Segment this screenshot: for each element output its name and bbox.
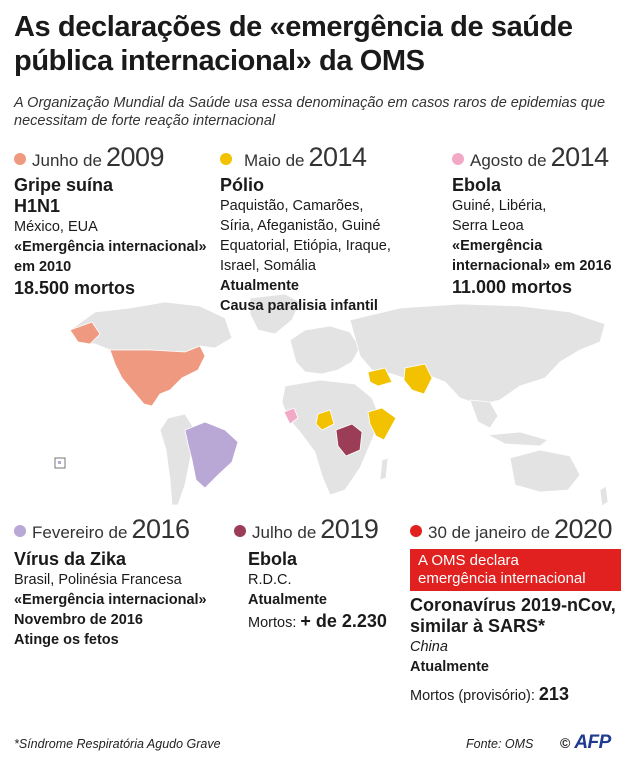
map-indonesia — [486, 431, 549, 447]
footnote: *Síndrome Respiratória Agudo Grave — [14, 737, 221, 751]
event-polio-status: Atualmente — [220, 278, 299, 294]
event-zika-date: Fevereiro de 2016 — [14, 514, 239, 545]
event-ebola2019-status: Atualmente — [248, 592, 327, 608]
event-zika: Fevereiro de 2016 Vírus da Zika Brasil, … — [14, 514, 239, 650]
map-europe — [289, 325, 361, 375]
event-ebola-2019: Julho de 2019 Ebola R.D.C. Atualmente Mo… — [234, 514, 406, 633]
afp-logo: © AFP — [560, 732, 611, 754]
event-h1n1-disease: Gripe suína — [14, 175, 114, 195]
event-ebola2019-disease: Ebola — [248, 549, 298, 569]
event-zika-month: Fevereiro de — [32, 523, 128, 542]
event-ebola-2014: Agosto de 2014 Ebola Guiné, Libéria, Ser… — [452, 142, 637, 299]
event-covid-banner-1: A OMS declara — [418, 552, 519, 569]
event-covid-banner-2: emergência internacional — [418, 570, 586, 587]
map-new-zealand — [599, 485, 609, 507]
event-covid-month: 30 de janeiro de — [428, 523, 550, 542]
event-h1n1-date: Junho de 2009 — [14, 142, 224, 173]
event-h1n1-month: Junho de — [32, 151, 102, 170]
event-covid-deaths-label: Mortos (provisório): — [410, 688, 535, 704]
event-covid-banner: A OMS declara emergência internacional — [410, 549, 621, 591]
event-h1n1-countries: México, EUA — [14, 219, 98, 235]
map-africa — [281, 379, 381, 496]
event-zika-countries: Brasil, Polinésia Francesa — [14, 572, 182, 588]
event-polio-note: Causa paralisia infantil — [220, 298, 378, 314]
event-covid-deaths: 213 — [538, 684, 569, 704]
event-polio-month: Maio de — [244, 151, 305, 170]
event-zika-disease: Vírus da Zika — [14, 549, 127, 569]
event-ebola2014-date: Agosto de 2014 — [452, 142, 637, 173]
zika-color-dot — [14, 525, 26, 537]
event-h1n1-disease2: H1N1 — [14, 196, 61, 216]
map-alaska — [69, 321, 101, 345]
map-french-polynesia-box — [54, 457, 66, 469]
event-ebola2019-date: Julho de 2019 — [234, 514, 406, 545]
map-west-africa-ebola — [283, 407, 299, 425]
ebola2019-color-dot — [234, 525, 246, 537]
map-usa-mexico — [109, 345, 206, 407]
polio-color-dot — [220, 153, 232, 165]
map-south-america — [159, 413, 196, 506]
map-se-asia — [469, 399, 499, 429]
event-zika-end: Novembro de 2016 — [14, 612, 143, 628]
event-zika-emergency: «Emergência internacional» — [14, 592, 207, 608]
event-polio-countries-4: Israel, Somália — [220, 258, 316, 274]
event-ebola2019-deaths-row: Mortos: + de 2.230 — [248, 610, 406, 633]
ebola2014-color-dot — [452, 153, 464, 165]
page-subtitle: A Organização Mundial da Saúde usa essa … — [14, 95, 606, 129]
map-drc — [335, 423, 363, 457]
event-ebola2014-countries-2: Serra Leoa — [452, 218, 524, 234]
map-cameroon — [315, 409, 335, 431]
copyright-icon: © — [560, 735, 571, 751]
event-polio: Maio de 2014 Pólio Paquistão, Camarões, … — [220, 142, 450, 316]
map-asia — [349, 303, 606, 406]
event-ebola2014-disease: Ebola — [452, 175, 502, 195]
event-ebola2019-deaths: + de 2.230 — [300, 611, 387, 631]
event-ebola2014-year: 2014 — [550, 142, 610, 172]
h1n1-color-dot — [14, 153, 26, 165]
map-brazil — [184, 421, 239, 489]
event-polio-countries-3: Equatorial, Etiópia, Iraque, — [220, 238, 391, 254]
event-h1n1: Junho de 2009 Gripe suína H1N1 México, E… — [14, 142, 224, 300]
event-polio-countries-2: Síria, Afeganistão, Guiné — [220, 218, 381, 234]
covid-color-dot — [410, 525, 422, 537]
event-ebola2014-deaths: 11.000 mortos — [452, 277, 573, 297]
map-afghanistan-pakistan — [403, 363, 433, 395]
map-australia — [509, 449, 581, 493]
event-zika-year: 2016 — [131, 514, 190, 544]
afp-logo-text: AFP — [574, 732, 611, 753]
event-covid-deaths-row: Mortos (provisório): 213 — [410, 683, 635, 706]
event-zika-note: Atinge os fetos — [14, 632, 119, 648]
map-french-polynesia — [58, 461, 61, 464]
event-polio-year: 2014 — [308, 142, 367, 172]
event-polio-countries-1: Paquistão, Camarões, — [220, 198, 364, 214]
event-covid-disease-1: Coronavírus 2019-nCov, — [410, 595, 616, 615]
event-h1n1-year-end: em 2010 — [14, 259, 72, 275]
event-ebola2014-month: Agosto de — [470, 151, 547, 170]
event-ebola2014-year-end: internacional» em 2016 — [452, 258, 612, 274]
event-ebola2014-countries-1: Guiné, Libéria, — [452, 198, 547, 214]
map-ethiopia-somalia — [367, 407, 397, 441]
page-title: As declarações de «emergência de saúde p… — [14, 11, 573, 77]
event-h1n1-year: 2009 — [105, 142, 165, 172]
event-polio-disease: Pólio — [220, 175, 264, 195]
event-h1n1-deaths: 18.500 mortos — [14, 278, 136, 298]
event-ebola2019-year: 2019 — [320, 514, 379, 544]
event-h1n1-emergency: «Emergência internacional» — [14, 239, 207, 255]
world-map — [54, 293, 609, 507]
map-madagascar — [379, 457, 389, 481]
event-covid-year: 2020 — [553, 514, 613, 544]
event-ebola2019-deaths-label: Mortos: — [248, 615, 297, 631]
event-ebola2019-countries: R.D.C. — [248, 572, 292, 588]
event-covid-date: 30 de janeiro de 2020 — [410, 514, 635, 545]
event-covid: 30 de janeiro de 2020 A OMS declara emer… — [410, 514, 635, 706]
event-polio-date: Maio de 2014 — [220, 142, 450, 173]
event-covid-country: China — [410, 639, 448, 655]
event-covid-status: Atualmente — [410, 659, 489, 675]
event-covid-disease-2: similar à SARS* — [410, 616, 546, 636]
event-ebola2019-month: Julho de — [252, 523, 317, 542]
event-ebola2014-emergency: «Emergência — [452, 238, 543, 254]
source-credit: Fonte: OMS — [466, 737, 534, 751]
map-syria-iraq — [367, 367, 393, 387]
map-greenland — [249, 293, 301, 335]
